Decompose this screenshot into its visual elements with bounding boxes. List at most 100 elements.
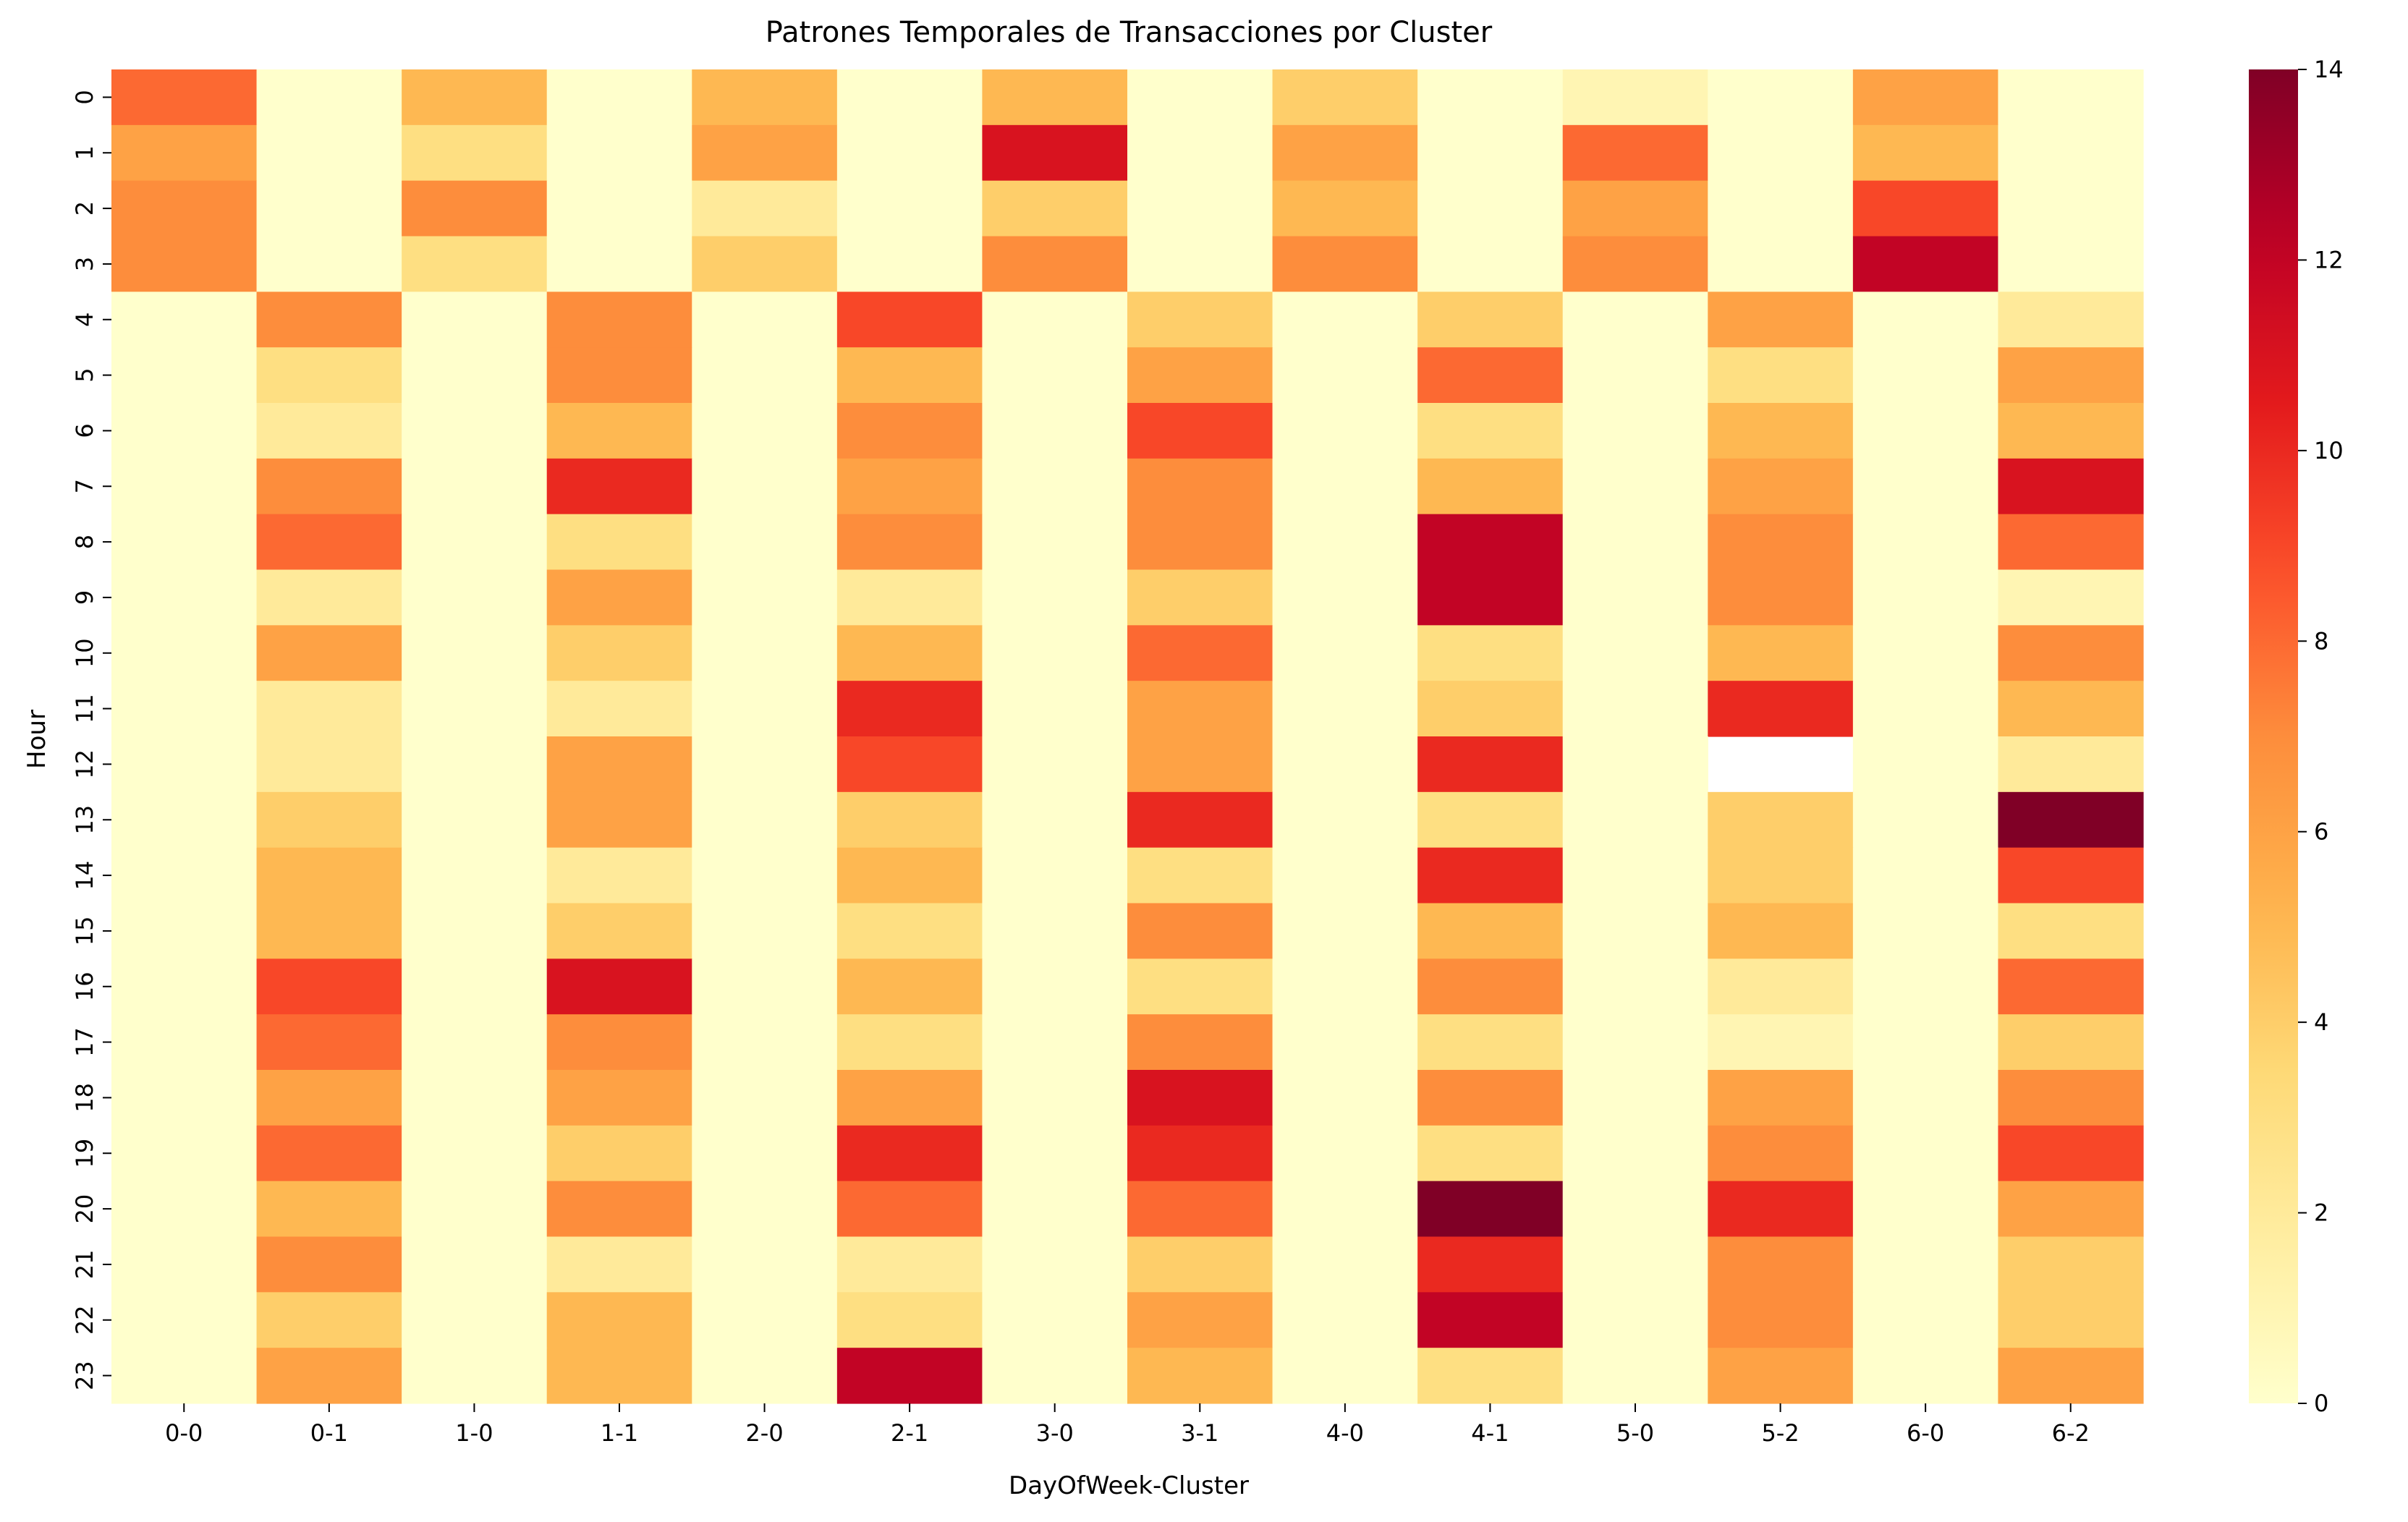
x-axis-label: DayOfWeek-Cluster <box>1009 1471 1249 1500</box>
heatmap-cell <box>1417 903 1564 959</box>
heatmap-cell <box>1127 1014 1273 1071</box>
heatmap-cell <box>256 1181 402 1238</box>
colorbar-tick-label: 2 <box>2314 1199 2328 1227</box>
heatmap-cell <box>1272 1292 1418 1348</box>
heatmap-cell <box>692 180 838 237</box>
heatmap-cell <box>256 514 402 571</box>
heatmap-cell <box>1998 236 2144 292</box>
heatmap-cell <box>1708 124 1854 182</box>
heatmap-cell <box>692 347 838 404</box>
heatmap-cell <box>1127 514 1273 571</box>
heatmap-cell <box>1562 1125 1708 1182</box>
heatmap-cell <box>1127 1348 1273 1404</box>
heatmap-cell <box>1708 1014 1854 1071</box>
y-tick-label: 0 <box>71 90 98 104</box>
heatmap-cell <box>982 625 1128 681</box>
heatmap-cell <box>1998 625 2144 681</box>
heatmap-cell <box>546 847 692 904</box>
heatmap-cell <box>1852 1292 1999 1348</box>
x-tick-label: 0-0 <box>165 1419 203 1447</box>
heatmap-cell <box>692 403 838 459</box>
heatmap-cell <box>1562 69 1708 126</box>
heatmap-cell <box>256 236 402 292</box>
heatmap-cell <box>1562 1236 1708 1293</box>
heatmap-cell <box>1708 1070 1854 1126</box>
heatmap-cell <box>1127 569 1273 626</box>
heatmap-cell <box>256 1236 402 1293</box>
colorbar-tick-label: 10 <box>2314 437 2344 464</box>
heatmap-cell <box>692 791 838 849</box>
heatmap-cell <box>982 791 1128 849</box>
heatmap-cell <box>1852 1236 1999 1293</box>
heatmap-cell <box>1852 1181 1999 1238</box>
heatmap-cell <box>692 847 838 904</box>
heatmap-cell <box>1417 403 1564 459</box>
y-tick-label: 10 <box>71 638 98 668</box>
heatmap-cell <box>836 958 983 1015</box>
heatmap-cell <box>836 1292 983 1348</box>
x-axis: 0-0 0-1 1-0 1-1 2-0 2-1 3-0 3-1 4-0 4-1 5-0 5-2 6-0 6… <box>165 1403 2090 1447</box>
heatmap-cell <box>982 736 1128 793</box>
heatmap-cell <box>1852 791 1999 849</box>
heatmap-cell <box>1127 1292 1273 1348</box>
heatmap-cell <box>111 569 258 626</box>
heatmap-cell <box>1562 124 1708 182</box>
heatmap-cell <box>256 69 402 126</box>
heatmap-cell <box>1272 625 1418 681</box>
heatmap-cell <box>256 903 402 959</box>
heatmap-cell <box>111 1348 258 1404</box>
heatmap-cell <box>1272 1070 1418 1126</box>
heatmap-cell <box>1708 1125 1854 1182</box>
heatmap-cell <box>1272 847 1418 904</box>
heatmap-cell <box>402 1348 548 1404</box>
heatmap-cell <box>982 292 1128 348</box>
heatmap-cell <box>402 1236 548 1293</box>
heatmap-cell <box>111 736 258 793</box>
heatmap-cell <box>692 124 838 182</box>
y-tick-label: 19 <box>71 1139 98 1168</box>
heatmap-cell <box>1852 180 1999 237</box>
heatmap-cell <box>982 569 1128 626</box>
heatmap-cell <box>1127 847 1273 904</box>
heatmap-cell <box>1562 1070 1708 1126</box>
heatmap-cell <box>692 1348 838 1404</box>
heatmap-cell <box>546 1014 692 1071</box>
y-tick-label: 12 <box>71 749 98 779</box>
heatmap-cell <box>1998 847 2144 904</box>
heatmap-cell <box>546 1070 692 1126</box>
y-axis-label: Hour <box>22 710 51 769</box>
heatmap-cell <box>1562 681 1708 737</box>
heatmap-cell <box>1272 1125 1418 1182</box>
heatmap-cell <box>1417 347 1564 404</box>
heatmap-cell <box>1127 180 1273 237</box>
heatmap-cell <box>1417 124 1564 182</box>
heatmap-cell <box>1127 403 1273 459</box>
heatmap-cell <box>692 681 838 737</box>
heatmap-cell <box>546 69 692 126</box>
heatmap-cell <box>836 1348 983 1404</box>
heatmap-cell <box>1562 403 1708 459</box>
heatmap-cell <box>256 1292 402 1348</box>
heatmap-cell <box>1127 458 1273 515</box>
heatmap-cell <box>1562 958 1708 1015</box>
heatmap-cell <box>836 1070 983 1126</box>
heatmap-cell <box>1708 625 1854 681</box>
heatmap-cell <box>256 180 402 237</box>
y-tick-label: 21 <box>71 1250 98 1280</box>
heatmap-cell <box>1417 1292 1564 1348</box>
heatmap-cell <box>1272 403 1418 459</box>
y-tick-label: 18 <box>71 1083 98 1113</box>
heatmap-cell <box>256 625 402 681</box>
heatmap-cell <box>1272 791 1418 849</box>
heatmap-cell <box>402 403 548 459</box>
heatmap-cell <box>1562 180 1708 237</box>
heatmap-cell <box>1562 847 1708 904</box>
heatmap-cell <box>1127 292 1273 348</box>
heatmap-cell <box>1852 458 1999 515</box>
heatmap-cell <box>1998 1348 2144 1404</box>
y-tick-label: 13 <box>71 805 98 835</box>
heatmap-cell <box>1708 681 1854 737</box>
heatmap-cell <box>982 347 1128 404</box>
heatmap-cell <box>546 1125 692 1182</box>
